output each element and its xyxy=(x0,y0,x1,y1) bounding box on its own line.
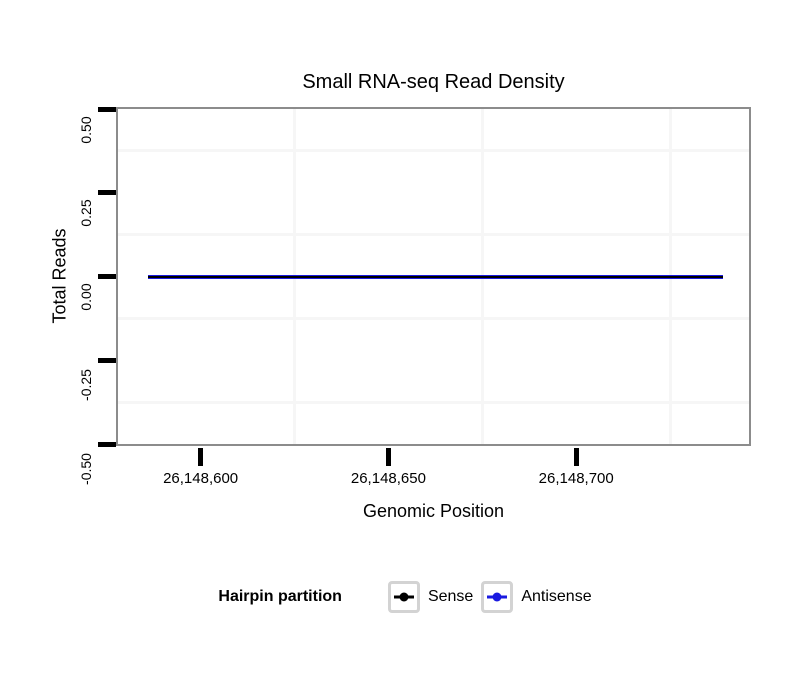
x-axis-tick-label: 26,148,600 xyxy=(163,470,239,487)
legend: Hairpin partition Sense Antisense xyxy=(0,581,810,613)
x-axis-title: Genomic Position xyxy=(362,501,505,521)
x-axis-tick xyxy=(385,448,391,466)
y-axis-tick xyxy=(98,274,116,279)
y-axis-tick-label: 0.25 xyxy=(78,199,94,227)
y-axis-tick-label: -0.25 xyxy=(78,368,94,401)
legend-key-dot-icon xyxy=(492,592,502,602)
legend-key-dot-icon xyxy=(399,592,409,602)
legend-key-antisense xyxy=(481,581,514,613)
legend-title: Hairpin partition xyxy=(218,588,342,605)
y-axis-tick-label: 0.00 xyxy=(78,283,94,311)
legend-item-label: Sense xyxy=(427,588,474,605)
y-axis-tick-label: -0.50 xyxy=(78,452,94,485)
legend-item-sense: Sense xyxy=(387,581,474,613)
series-line-sense xyxy=(148,275,723,278)
legend-item-label: Antisense xyxy=(521,588,592,605)
y-axis-tick xyxy=(98,441,116,447)
y-axis-tick-label: 0.50 xyxy=(78,115,94,144)
legend-key-sense xyxy=(387,581,420,613)
minor-gridline-horizontal xyxy=(118,400,749,404)
x-axis-tick xyxy=(573,448,579,466)
chart-title: Small RNA-seq Read Density xyxy=(302,71,565,93)
y-axis-tick xyxy=(98,357,116,363)
y-axis-tick xyxy=(98,190,116,196)
minor-gridline-horizontal xyxy=(118,149,749,153)
x-axis-tick xyxy=(198,448,204,466)
x-axis-tick-label: 26,148,700 xyxy=(538,470,614,487)
legend-item-antisense: Antisense xyxy=(481,581,592,613)
plot-panel xyxy=(116,107,751,446)
x-axis-tick-label: 26,148,650 xyxy=(350,470,426,487)
minor-gridline-horizontal xyxy=(118,233,749,237)
legend-items: Sense Antisense xyxy=(380,581,592,613)
minor-gridline-horizontal xyxy=(118,316,749,320)
y-axis-tick xyxy=(98,106,116,112)
y-axis-title: Total Reads xyxy=(49,228,70,324)
plot-area xyxy=(118,109,749,444)
